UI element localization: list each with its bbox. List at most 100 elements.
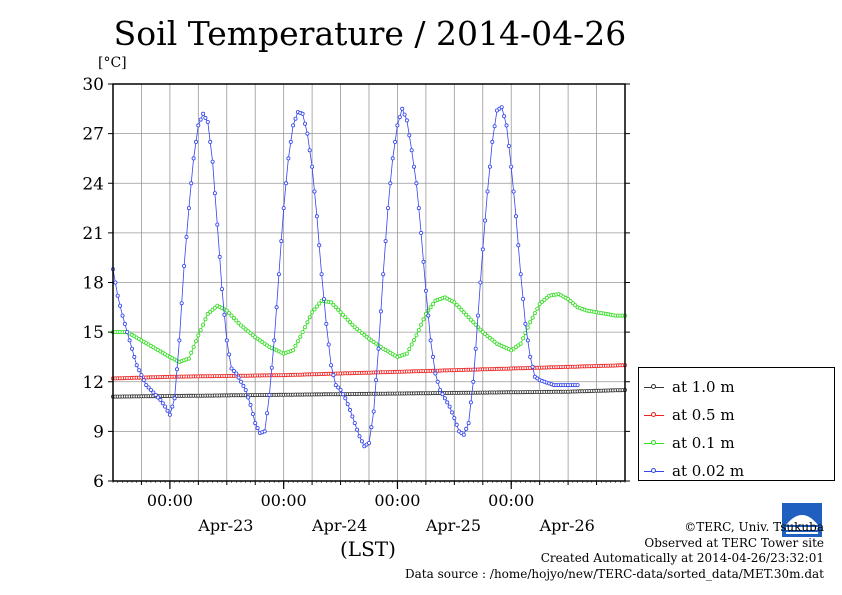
data-point — [167, 412, 172, 417]
series-at-1-0-m — [111, 387, 628, 399]
x-axis-label: (LST) — [340, 537, 396, 561]
terc-logo — [782, 503, 822, 537]
y-axis-unit-label: [°C] — [98, 55, 127, 71]
data-point — [224, 308, 229, 313]
data-point — [321, 296, 326, 301]
data-point — [186, 206, 191, 211]
data-point — [340, 392, 345, 397]
data-point — [333, 383, 338, 388]
data-point — [310, 164, 315, 169]
data-point — [487, 164, 492, 169]
data-point — [248, 331, 253, 336]
data-point — [440, 392, 445, 397]
data-point — [376, 346, 381, 351]
data-point — [333, 305, 338, 310]
data-point — [134, 363, 139, 368]
data-point — [141, 378, 146, 383]
data-point — [329, 363, 334, 368]
x-tick-date-label: Apr-23 — [197, 516, 253, 535]
data-point — [573, 303, 578, 308]
axis-ticks: 691215182124273000:00Apr-2300:00Apr-2400… — [82, 75, 630, 535]
legend-marker — [651, 440, 656, 445]
data-point — [305, 320, 310, 325]
x-tick-hour-label: 00:00 — [374, 491, 420, 510]
legend-item: at 0.02 m — [639, 457, 834, 485]
data-point — [518, 272, 523, 277]
data-point — [215, 222, 220, 227]
data-point — [129, 346, 134, 351]
data-point — [231, 316, 236, 321]
data-point — [499, 105, 504, 110]
data-point — [182, 263, 187, 268]
data-point — [198, 328, 203, 333]
data-point — [514, 214, 519, 219]
data-point — [352, 421, 357, 426]
data-point — [336, 385, 341, 390]
legend-label: at 0.1 m — [672, 434, 735, 452]
data-point — [542, 297, 547, 302]
data-point — [525, 325, 530, 330]
data-point — [229, 313, 234, 318]
data-point — [502, 114, 507, 119]
data-point — [281, 206, 286, 211]
legend-item: at 0.5 m — [639, 401, 834, 429]
data-point — [421, 259, 426, 264]
data-point — [201, 111, 206, 116]
data-point — [127, 338, 132, 343]
data-point — [122, 321, 127, 326]
legend-symbol — [644, 437, 664, 449]
data-point — [319, 272, 324, 277]
data-point — [357, 328, 362, 333]
data-point — [189, 181, 194, 186]
data-point — [383, 239, 388, 244]
data-point — [461, 432, 466, 437]
legend-label: at 0.5 m — [672, 406, 735, 424]
data-point — [198, 117, 203, 122]
data-point — [452, 300, 457, 305]
data-point — [454, 302, 459, 307]
data-point — [475, 313, 480, 318]
data-point — [466, 315, 471, 320]
data-point — [293, 343, 298, 348]
data-point — [511, 189, 516, 194]
legend-label: at 0.02 m — [672, 462, 745, 480]
data-point — [210, 159, 215, 164]
data-point — [407, 347, 412, 352]
copyright-text: ©TERC, Univ. Tsukuba — [684, 520, 824, 534]
data-point — [148, 387, 153, 392]
data-point — [120, 313, 125, 318]
data-point — [144, 383, 149, 388]
data-point — [262, 429, 267, 434]
data-point — [566, 296, 571, 301]
data-point — [404, 118, 409, 123]
y-tick-label: 18 — [82, 274, 104, 294]
data-point — [575, 383, 580, 388]
data-point — [196, 333, 201, 338]
data-point — [174, 367, 179, 372]
data-point — [371, 409, 376, 414]
data-point — [326, 342, 331, 347]
data-point — [381, 272, 386, 277]
legend-symbol — [644, 465, 664, 477]
data-point — [113, 280, 118, 285]
legend-symbol — [644, 381, 664, 393]
data-point — [430, 354, 435, 359]
data-point — [426, 313, 431, 318]
data-point — [466, 421, 471, 426]
data-point — [179, 301, 184, 306]
data-point — [291, 348, 296, 353]
data-point — [203, 115, 208, 120]
data-point — [191, 344, 196, 349]
data-point — [347, 407, 352, 412]
data-point — [490, 139, 495, 144]
grid-lines — [113, 84, 625, 481]
y-tick-label: 21 — [82, 224, 104, 244]
data-point — [471, 320, 476, 325]
data-point — [430, 301, 435, 306]
data-point — [115, 293, 120, 298]
series-at-0-02-m — [111, 105, 580, 449]
chart-title: Soil Temperature / 2014-04-26 — [113, 14, 627, 53]
data-point — [118, 303, 123, 308]
data-point — [336, 307, 341, 312]
y-tick-label: 12 — [82, 373, 104, 393]
